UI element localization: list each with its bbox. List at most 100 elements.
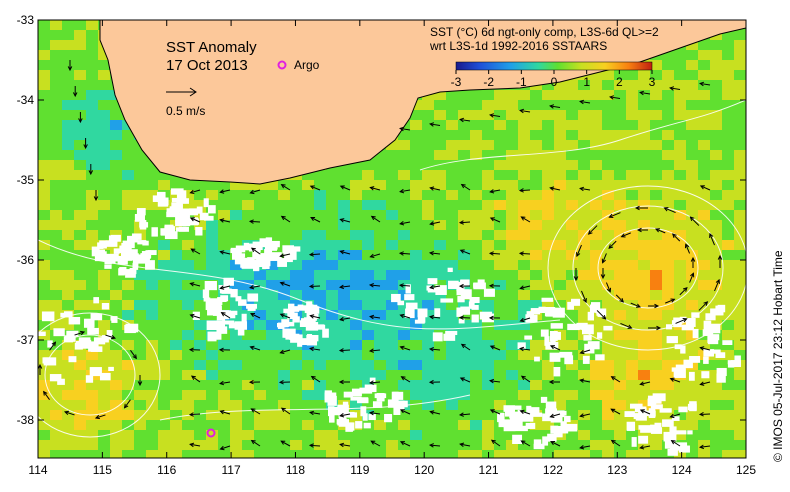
sst-cell	[86, 70, 99, 81]
sst-cell	[374, 170, 387, 181]
cloud-gap	[583, 335, 592, 341]
sst-cell	[614, 250, 627, 261]
sst-cell	[146, 210, 159, 221]
sst-cell	[734, 70, 746, 81]
sst-cell	[686, 280, 699, 291]
sst-cell	[482, 130, 495, 141]
sst-cell	[386, 300, 399, 311]
sst-cell	[518, 400, 531, 411]
sst-cell	[242, 230, 255, 241]
sst-cell	[506, 230, 519, 241]
sst-cell	[74, 390, 87, 401]
sst-cell	[638, 180, 651, 191]
cloud-gap	[570, 298, 581, 306]
sst-cell	[530, 390, 543, 401]
sst-cell	[506, 380, 519, 391]
sst-cell	[434, 130, 447, 141]
sst-cell	[50, 200, 63, 211]
sst-cell	[122, 230, 135, 241]
sst-cell	[86, 50, 99, 61]
sst-cell	[698, 260, 711, 271]
sst-cell	[602, 170, 615, 181]
sst-cell	[146, 280, 159, 291]
sst-cell	[302, 360, 315, 371]
sst-cell	[290, 180, 303, 191]
sst-cell	[302, 180, 315, 191]
sst-cell	[302, 250, 315, 261]
cloud-gap	[638, 412, 647, 419]
colorbar-title-line2: wrt L3S-1d 1992-2016 SSTAARS	[429, 39, 607, 53]
cloud-gap	[514, 425, 528, 432]
cloud-gap	[530, 308, 541, 315]
sst-cell	[158, 350, 171, 361]
current-arrow	[669, 86, 681, 91]
sst-cell	[482, 230, 495, 241]
sst-cell	[602, 200, 615, 211]
sst-cell	[314, 210, 327, 221]
sst-cell	[458, 100, 471, 111]
sst-cell	[662, 130, 675, 141]
sst-cell	[50, 260, 63, 271]
sst-cell	[446, 350, 459, 361]
sst-cell	[602, 100, 615, 111]
cloud-gap	[230, 249, 241, 254]
sst-cell	[206, 230, 219, 241]
sst-cell	[614, 130, 627, 141]
sst-cell	[542, 180, 555, 191]
sst-cell	[446, 170, 459, 181]
sst-cell	[350, 180, 363, 191]
sst-cell	[698, 230, 711, 241]
sst-cell	[542, 190, 555, 201]
sst-cell	[674, 450, 687, 458]
sst-cell	[722, 370, 735, 381]
sst-cell	[662, 180, 675, 191]
sst-cell	[134, 170, 147, 181]
sst-cell	[554, 140, 567, 151]
sst-cell	[290, 220, 303, 231]
sst-cell	[722, 190, 735, 201]
sst-cell	[74, 20, 87, 31]
sst-cell	[494, 450, 507, 458]
sst-cell	[698, 180, 711, 191]
sst-cell	[374, 320, 387, 331]
sst-cell	[194, 380, 207, 391]
sst-cell	[134, 260, 147, 271]
sst-cell	[722, 420, 735, 431]
cloud-gap	[550, 415, 563, 423]
sst-cell	[470, 200, 483, 211]
sst-cell	[674, 410, 687, 421]
current-arrow	[458, 412, 471, 417]
sst-cell	[74, 260, 87, 271]
sst-cell	[242, 410, 255, 421]
cloud-gap	[550, 323, 563, 329]
sst-cell	[626, 300, 639, 311]
current-arrow	[309, 185, 321, 191]
cloud-gap	[550, 340, 556, 345]
sst-cell	[446, 450, 459, 458]
sst-cell	[170, 400, 183, 411]
sst-cell	[626, 70, 639, 81]
current-arrow	[519, 108, 531, 114]
sst-cell	[206, 190, 219, 201]
sst-cell	[650, 200, 663, 211]
sst-cell	[614, 410, 627, 421]
sst-cell	[470, 170, 483, 181]
sst-cell	[362, 190, 375, 201]
sst-cell	[518, 100, 531, 111]
sst-cell	[734, 310, 746, 321]
sst-cell	[638, 280, 651, 291]
sst-cell	[614, 330, 627, 341]
sst-cell	[62, 120, 75, 131]
sst-cell	[62, 180, 75, 191]
sst-cell	[302, 230, 315, 241]
sst-cell	[566, 330, 579, 341]
sst-cell	[326, 310, 339, 321]
sst-cell	[530, 450, 543, 458]
sst-cell	[362, 240, 375, 251]
sst-cell	[206, 210, 219, 221]
sst-cell	[194, 440, 207, 451]
sst-cell	[710, 170, 723, 181]
sst-cell	[278, 380, 291, 391]
current-arrow	[278, 379, 291, 385]
sst-cell	[626, 100, 639, 111]
